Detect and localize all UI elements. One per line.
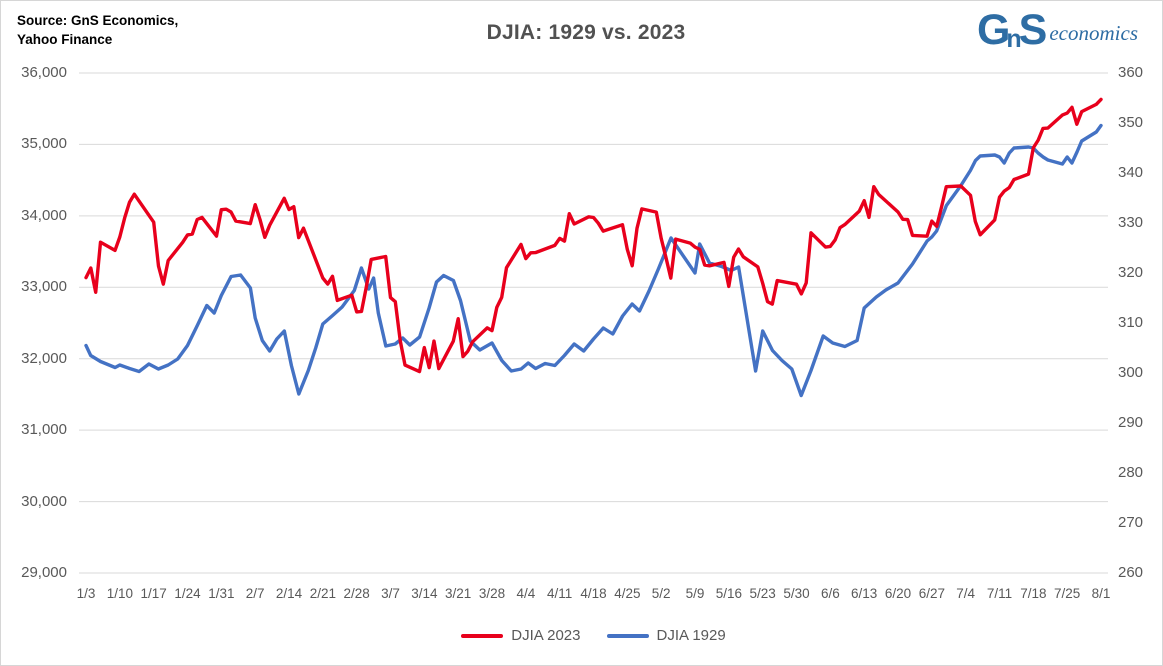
legend-label: DJIA 2023: [511, 627, 581, 644]
x-tick-label: 6/20: [884, 586, 912, 601]
legend: DJIA 2023 DJIA 1929: [79, 627, 1108, 644]
y-left-tick-label: 29,000: [21, 564, 67, 581]
x-tick-label: 8/1: [1091, 586, 1111, 601]
y-right-tick-label: 280: [1118, 464, 1144, 481]
legend-line-swatch: [606, 633, 649, 638]
y-right-tick-label: 260: [1118, 564, 1144, 581]
y-right-tick-label: 340: [1118, 164, 1144, 181]
x-tick-label: 6/27: [918, 586, 945, 601]
x-tick-label: 7/18: [1020, 586, 1047, 601]
y-left-tick-label: 36,000: [21, 64, 67, 81]
logo-letter-g: G: [976, 6, 1011, 54]
logo-letter-s: S: [1018, 6, 1048, 54]
x-tick-label: 5/9: [685, 586, 705, 601]
y-right-tick-label: 360: [1118, 64, 1144, 81]
x-tick-label: 1/17: [140, 586, 167, 601]
gridlines: [79, 72, 1108, 574]
x-tick-label: 5/23: [749, 586, 776, 601]
y-left-tick-label: 33,000: [21, 278, 67, 296]
x-tick-label: 7/11: [986, 586, 1013, 601]
y-left-tick-label: 34,000: [21, 206, 67, 224]
x-tick-label: 4/4: [516, 586, 536, 601]
x-tick-label: 3/14: [411, 586, 438, 601]
y-right-tick-label: 330: [1118, 214, 1144, 231]
source-line-1: Source: GnS Economics,: [17, 13, 179, 28]
legend-line-swatch: [461, 633, 504, 638]
x-tick-label: 3/7: [381, 586, 400, 601]
y-right-tick-label: 310: [1118, 314, 1144, 331]
x-tick-label: 4/25: [614, 586, 641, 601]
x-tick-label: 2/7: [245, 586, 265, 601]
y-right-tick-label: 320: [1118, 264, 1144, 281]
y-left-tick-label: 32,000: [21, 349, 67, 367]
logo-word-economics: economics: [1049, 21, 1138, 45]
legend-label: DJIA 1929: [656, 627, 726, 644]
x-tick-label: 5/30: [783, 586, 810, 601]
logo-letter-n: n: [1006, 25, 1022, 53]
x-tick-label: 7/4: [956, 586, 976, 601]
chart-title: DJIA: 1929 vs. 2023: [486, 21, 686, 44]
legend-entry: DJIA 2023: [461, 627, 581, 644]
source-note: Source: GnS Economics, Yahoo Finance: [17, 11, 178, 49]
x-tick-label: 4/18: [580, 586, 607, 601]
x-tick-label: 3/28: [478, 586, 506, 601]
x-tick-label: 2/21: [309, 586, 336, 601]
legend-entry: DJIA 1929: [606, 627, 726, 644]
x-tick-label: 7/25: [1054, 586, 1081, 601]
x-tick-label: 6/6: [820, 586, 840, 601]
x-tick-label: 6/13: [851, 586, 878, 601]
x-tick-label: 1/31: [208, 586, 235, 601]
y-left-tick-label: 30,000: [21, 492, 67, 510]
source-line-2: Yahoo Finance: [17, 32, 113, 47]
x-tick-label: 2/14: [275, 586, 303, 601]
x-tick-label: 2/28: [343, 586, 370, 601]
plot-area: [79, 72, 1108, 574]
y-left-tick-label: 31,000: [21, 421, 67, 439]
y-right-tick-label: 300: [1118, 364, 1144, 381]
y-right-tick-label: 350: [1118, 114, 1144, 131]
x-tick-label: 3/21: [445, 586, 472, 601]
y-right-tick-label: 290: [1118, 414, 1144, 431]
y-left-tick-label: 35,000: [21, 135, 67, 153]
series-line-djia-2023: [84, 97, 1103, 374]
x-tick-label: 5/16: [715, 586, 742, 601]
series-line-djia-1929: [84, 123, 1103, 398]
x-tick-label: 1/3: [76, 586, 96, 601]
y-right-tick-label: 270: [1118, 514, 1144, 531]
gns-economics-logo: GnSeconomics: [977, 7, 1138, 53]
x-tick-label: 1/10: [106, 586, 133, 601]
x-tick-label: 5/2: [651, 586, 671, 601]
x-tick-label: 1/24: [174, 586, 201, 601]
x-tick-label: 4/11: [547, 586, 573, 601]
